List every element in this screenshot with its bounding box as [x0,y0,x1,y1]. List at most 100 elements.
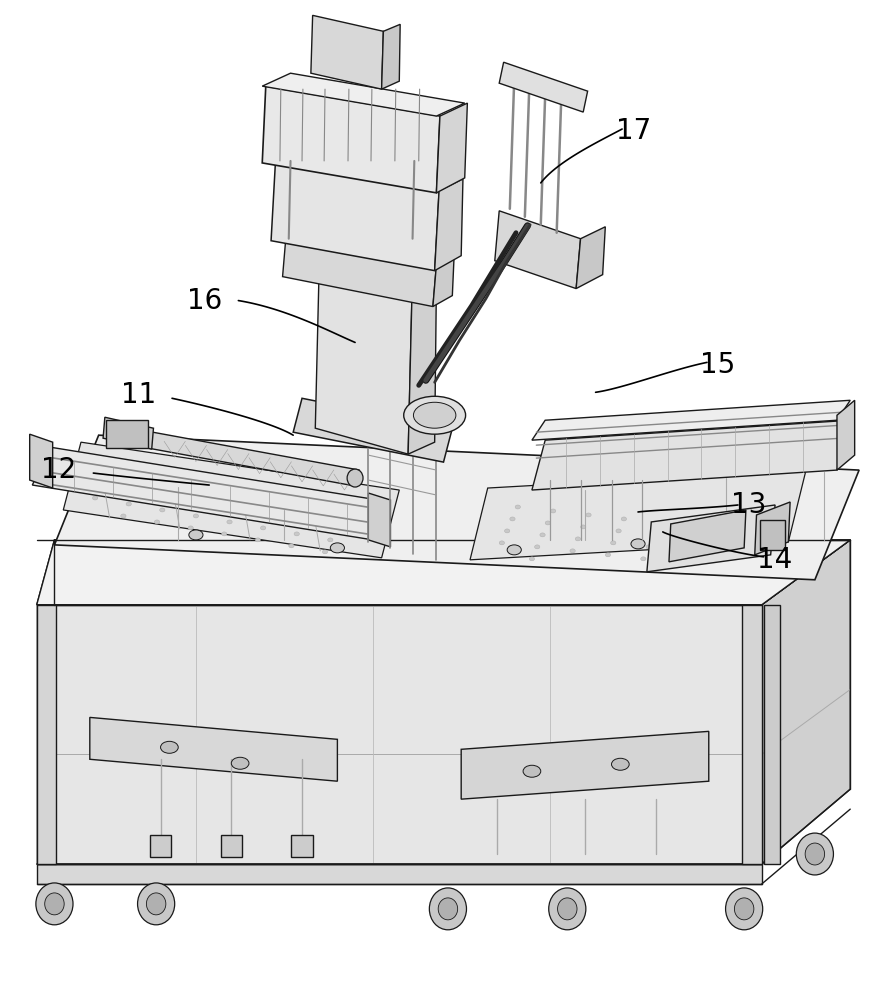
Polygon shape [434,179,462,271]
Ellipse shape [137,883,175,925]
Ellipse shape [222,532,227,536]
Text: 16: 16 [187,287,222,315]
Ellipse shape [610,758,628,770]
Ellipse shape [403,396,465,434]
Ellipse shape [804,843,824,865]
Ellipse shape [271,502,276,506]
Polygon shape [29,434,52,488]
Polygon shape [63,442,399,558]
Ellipse shape [343,502,348,506]
Ellipse shape [557,898,577,920]
Ellipse shape [193,514,198,518]
Text: 13: 13 [730,491,766,519]
Ellipse shape [189,530,203,540]
Polygon shape [532,420,850,490]
Ellipse shape [175,472,181,476]
Polygon shape [32,447,390,540]
Ellipse shape [499,541,504,545]
Ellipse shape [146,893,166,915]
Ellipse shape [523,765,540,777]
Polygon shape [470,470,805,560]
Polygon shape [408,271,436,454]
Ellipse shape [126,502,131,506]
Polygon shape [668,510,745,562]
Ellipse shape [209,478,214,482]
Ellipse shape [585,513,590,517]
Ellipse shape [615,529,620,533]
Ellipse shape [725,888,762,930]
Ellipse shape [545,521,550,525]
Text: 11: 11 [120,381,156,409]
Ellipse shape [504,529,509,533]
Ellipse shape [570,549,575,553]
Ellipse shape [640,557,645,561]
Ellipse shape [575,537,580,541]
Polygon shape [36,605,761,864]
Ellipse shape [322,550,327,554]
Ellipse shape [507,545,521,555]
Polygon shape [262,86,439,193]
Ellipse shape [97,484,103,488]
Ellipse shape [548,888,585,930]
Polygon shape [494,211,580,289]
Ellipse shape [108,460,113,464]
Polygon shape [368,493,390,547]
Ellipse shape [255,538,260,542]
Ellipse shape [188,526,193,530]
Polygon shape [381,24,400,89]
Ellipse shape [645,545,650,549]
Bar [150,835,171,857]
Ellipse shape [165,496,170,500]
Bar [221,835,242,857]
Ellipse shape [550,509,556,513]
Polygon shape [36,540,850,605]
Bar [759,520,784,550]
Ellipse shape [120,514,126,518]
Ellipse shape [604,553,610,557]
Polygon shape [143,431,359,486]
Ellipse shape [332,526,338,530]
Ellipse shape [534,545,540,549]
Ellipse shape [276,490,282,494]
Ellipse shape [198,502,204,506]
Polygon shape [36,540,850,605]
Polygon shape [646,505,774,572]
Ellipse shape [232,508,237,512]
Ellipse shape [142,466,147,470]
Ellipse shape [540,533,545,537]
Ellipse shape [515,505,520,509]
Ellipse shape [103,472,108,476]
Text: 12: 12 [41,456,76,484]
Polygon shape [532,400,850,440]
Bar [36,605,56,864]
Ellipse shape [529,557,534,561]
Polygon shape [754,502,789,555]
Ellipse shape [509,517,515,521]
Ellipse shape [680,549,686,553]
Bar [105,420,148,448]
Ellipse shape [289,544,294,548]
Polygon shape [36,864,761,884]
Ellipse shape [734,898,753,920]
Ellipse shape [231,757,249,769]
Ellipse shape [796,833,833,875]
Polygon shape [103,417,153,449]
Polygon shape [576,227,604,289]
Polygon shape [310,15,383,89]
Text: 17: 17 [615,117,650,145]
Ellipse shape [131,490,136,494]
Polygon shape [761,540,850,864]
Ellipse shape [691,525,696,529]
Bar [742,605,761,864]
Polygon shape [283,235,436,307]
Ellipse shape [204,490,209,494]
Ellipse shape [44,893,64,915]
Polygon shape [836,400,854,470]
Ellipse shape [35,883,73,925]
Polygon shape [89,717,337,781]
Ellipse shape [580,525,585,529]
Polygon shape [262,73,464,116]
Ellipse shape [650,533,656,537]
Polygon shape [499,62,587,112]
Ellipse shape [266,514,271,518]
